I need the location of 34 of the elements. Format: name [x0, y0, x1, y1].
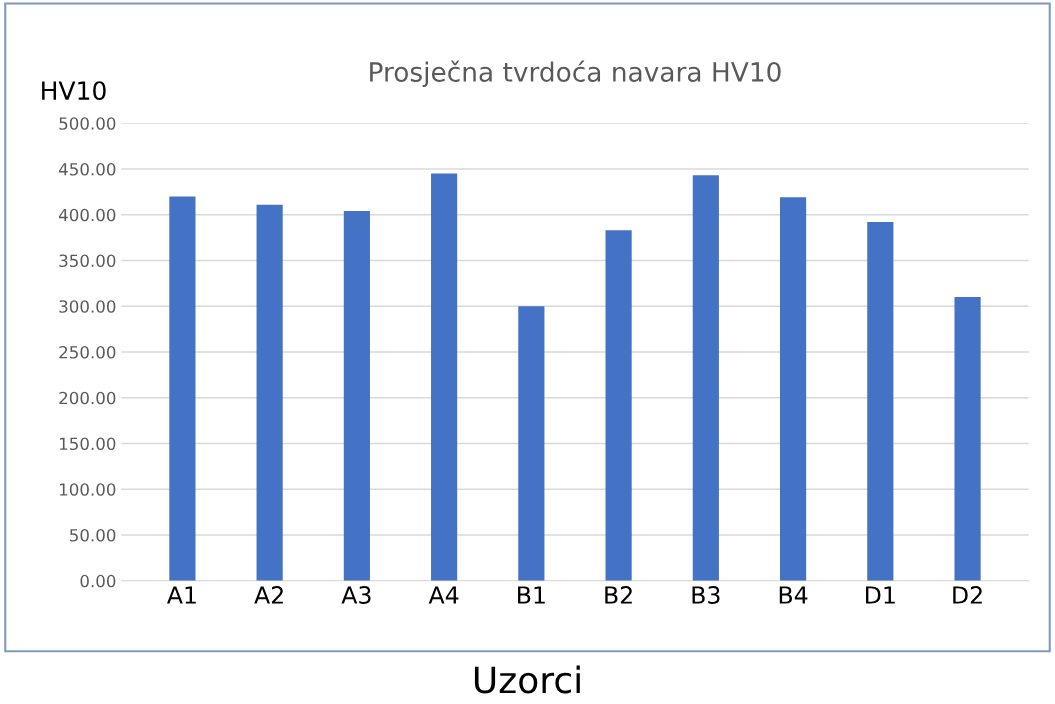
bar — [779, 197, 807, 581]
x-tick-label: A4 — [428, 586, 459, 604]
bar — [431, 173, 458, 581]
x-tick-label: B4 — [779, 586, 808, 604]
x-tick-label: A1 — [166, 586, 196, 604]
y-tick-label: 0.00 — [80, 574, 116, 588]
bar — [692, 175, 719, 581]
y-tick-label: 100.00 — [59, 483, 116, 496]
x-tick-label: D2 — [953, 586, 982, 604]
y-tick-label: 200.00 — [59, 391, 116, 405]
y-tick-label: 400.00 — [58, 208, 116, 222]
bar — [867, 222, 894, 581]
bar — [954, 297, 981, 581]
x-tick-label: A2 — [254, 586, 283, 604]
y-tick-label: 300.00 — [59, 300, 116, 313]
x-tick-label: B1 — [518, 586, 545, 604]
bar — [256, 204, 283, 581]
y-tick-label: 500.00 — [59, 117, 116, 130]
x-axis-title: Uzorci — [474, 665, 580, 694]
chart-title: Prosječna tvrdoća navara HV10 — [370, 60, 781, 88]
y-tick-label: 150.00 — [59, 437, 116, 451]
x-tick-label: A3 — [341, 586, 371, 604]
y-tick-label: 50.00 — [70, 529, 116, 542]
x-tick-label: B3 — [692, 586, 720, 604]
bar — [605, 230, 632, 581]
y-tick-label: 450.00 — [58, 162, 116, 176]
y-axis-title: HV10 — [42, 81, 106, 101]
x-tick-label: D1 — [866, 586, 895, 604]
y-tick-label: 350.00 — [59, 254, 116, 268]
bar — [343, 211, 370, 581]
bar — [518, 306, 545, 581]
y-tick-label: 250.00 — [59, 345, 116, 359]
x-tick-label: B2 — [605, 586, 632, 604]
bar — [169, 196, 196, 581]
